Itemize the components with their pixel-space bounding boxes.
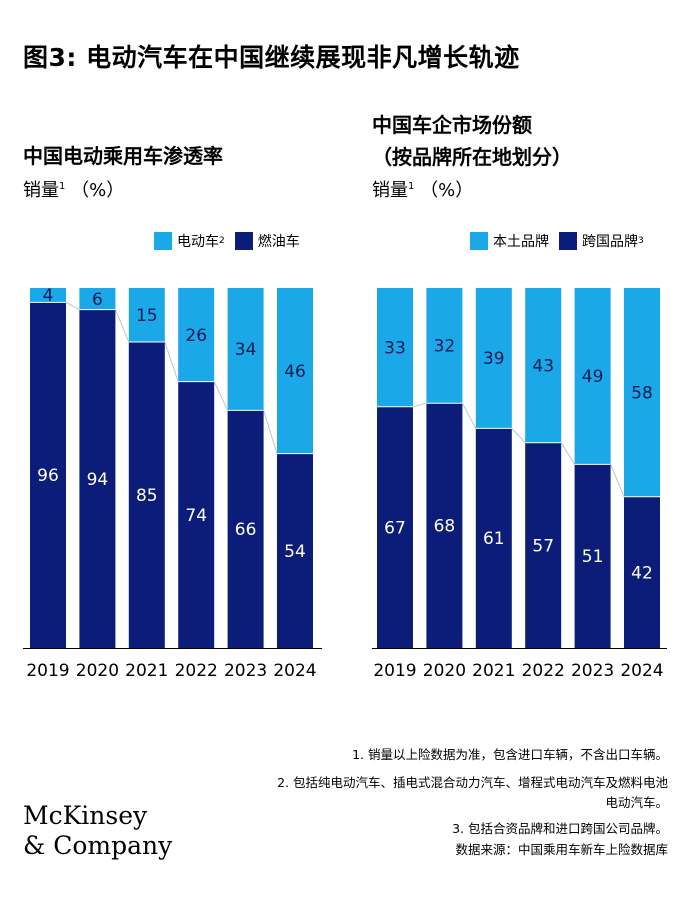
right-bar-2024-lower: [624, 496, 660, 648]
right-value-label-lower: 42: [631, 563, 653, 583]
right-value-label-upper: 43: [532, 356, 554, 376]
right-value-label-upper: 49: [582, 367, 604, 387]
right-x-tick-label: 2022: [522, 661, 565, 681]
left-chart-unit: 销量1 （%）: [23, 180, 125, 201]
left-value-label-lower: 66: [235, 520, 257, 540]
left-bar-2022-upper: [178, 288, 215, 382]
left-x-tick-label: 2022: [175, 661, 218, 681]
left-x-tick-label: 2021: [125, 661, 168, 681]
right-bar-2022-lower: [525, 442, 562, 648]
left-value-label-upper: 34: [235, 340, 257, 360]
right-bar-2019-upper: [377, 288, 413, 407]
left-bar-2024-lower: [277, 453, 313, 648]
right-value-label-lower: 67: [384, 518, 406, 538]
right-connector-line: [511, 428, 526, 444]
right-legend: 本土品牌 跨国品牌 3: [470, 231, 654, 251]
left-bar-2024-upper: [277, 288, 313, 454]
left-x-tick-label: 2023: [224, 661, 267, 681]
left-value-label-upper: 6: [92, 290, 103, 310]
left-bar-2019-lower: [30, 302, 66, 648]
left-value-label-lower: 85: [136, 486, 158, 506]
right-bar-2020-lower: [426, 403, 463, 648]
right-value-label-upper: 39: [483, 349, 505, 369]
page-title: 图3: 电动汽车在中国继续展现非凡增长轨迹: [23, 43, 520, 72]
right-value-label-upper: 33: [384, 338, 406, 358]
right-connector-line: [412, 402, 427, 408]
legend-swatch-multinational: [559, 232, 577, 250]
right-connector-line: [560, 442, 576, 465]
left-bar-2021-lower: [128, 342, 165, 648]
left-value-label-upper: 4: [43, 286, 54, 306]
left-bar-2023-upper: [227, 288, 264, 411]
left-connector-line: [263, 410, 278, 454]
right-bar-2023-lower: [574, 464, 611, 648]
left-bar-2022-lower: [178, 381, 215, 648]
left-connector-line: [65, 301, 80, 311]
right-bar-2024-upper: [624, 288, 660, 497]
right-value-label-lower: 68: [434, 517, 456, 537]
right-bar-2022-upper: [525, 288, 562, 443]
footnote-3: 3. 包括合资品牌和进口跨国公司品牌。: [452, 821, 668, 836]
right-bar-2021-lower: [475, 428, 512, 648]
right-x-tick-label: 2020: [423, 661, 466, 681]
left-value-label-lower: 74: [185, 506, 207, 526]
mckinsey-logo: McKinsey & Company: [23, 801, 173, 860]
left-value-label-lower: 54: [284, 542, 306, 562]
legend-item-ev: 电动车 2: [154, 231, 225, 251]
left-connector-line: [114, 309, 130, 343]
right-bar-2021-upper: [475, 288, 512, 429]
legend-item-multinational: 跨国品牌 3: [559, 231, 644, 251]
left-value-label-upper: 46: [284, 362, 306, 382]
right-value-label-upper: 58: [631, 383, 653, 403]
left-value-label-upper: 26: [185, 326, 207, 346]
footnote-1: 1. 销量以上险数据为准，包含进口车辆，不含出口车辆。: [352, 747, 668, 762]
legend-item-domestic: 本土品牌: [470, 231, 549, 251]
left-bar-2021-upper: [128, 288, 165, 342]
right-chart-unit: 销量1 （%）: [372, 180, 474, 201]
left-value-label-lower: 96: [37, 466, 59, 486]
left-value-label-upper: 15: [136, 306, 158, 326]
left-bar-2020-upper: [79, 288, 116, 310]
right-value-label-upper: 32: [434, 337, 456, 357]
right-connector-line: [461, 402, 477, 429]
left-x-tick-label: 2024: [273, 661, 316, 681]
right-x-tick-label: 2023: [571, 661, 614, 681]
legend-swatch-ev: [154, 232, 172, 250]
right-bar-2019-lower: [377, 406, 413, 648]
right-chart-title: 中国车企市场份额 （按品牌所在地划分）: [372, 113, 572, 169]
right-bar-2020-upper: [426, 288, 463, 404]
left-chart-title: 中国电动乘用车渗透率: [23, 144, 223, 168]
data-source: 数据来源：中国乘用车新车上险数据库: [455, 842, 668, 857]
right-value-label-lower: 61: [483, 529, 505, 549]
left-value-label-lower: 94: [87, 470, 109, 490]
legend-swatch-ice: [234, 232, 253, 250]
left-bar-2019-upper: [30, 288, 66, 303]
left-bar-2020-lower: [79, 309, 116, 648]
left-connector-line: [164, 341, 179, 382]
left-x-tick-label: 2019: [26, 661, 69, 681]
left-connector-line: [213, 381, 229, 411]
legend-swatch-domestic: [470, 232, 488, 250]
right-value-label-lower: 51: [582, 547, 604, 567]
right-bar-2023-upper: [574, 288, 611, 465]
footnote-2: 2. 包括纯电动汽车、插电式混合动力汽车、增程式电动汽车及燃料电池 电动汽车。: [277, 775, 668, 810]
left-legend: 电动车 2 燃油车: [154, 231, 310, 251]
right-x-tick-label: 2021: [472, 661, 515, 681]
right-connector-line: [610, 464, 625, 497]
right-x-tick-label: 2019: [373, 661, 416, 681]
right-x-tick-label: 2024: [620, 661, 663, 681]
right-value-label-lower: 57: [532, 536, 554, 556]
left-bar-2023-lower: [227, 410, 264, 648]
left-x-tick-label: 2020: [76, 661, 119, 681]
legend-item-ice: 燃油车: [234, 231, 300, 251]
